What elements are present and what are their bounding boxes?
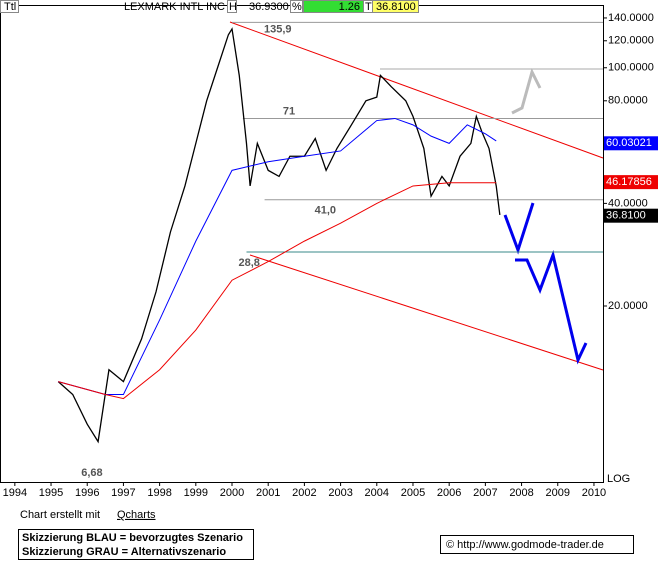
y-tick-label: 80.0000 — [608, 95, 648, 107]
y-tick-label: 40.0000 — [608, 197, 648, 209]
header-high: 36.9300 — [249, 1, 289, 13]
x-tick-label: 1998 — [147, 487, 171, 499]
header-tag: H — [229, 1, 237, 13]
source[interactable]: © http://www.godmode-trader.de — [446, 539, 604, 551]
x-tick-label: 2005 — [401, 487, 425, 499]
annotation: 135,9 — [264, 23, 292, 35]
x-tick-label: 2007 — [473, 487, 497, 499]
x-tick-label: 2003 — [328, 487, 352, 499]
y-tick-label: 120.0000 — [608, 35, 654, 47]
annotation: 6,68 — [81, 467, 102, 479]
y-tick-label: 20.0000 — [608, 300, 648, 312]
annotation: 28,8 — [238, 257, 259, 269]
header-name: LEXMARK INTL INC — [124, 1, 225, 13]
header-tag: T — [365, 1, 372, 13]
x-tick-label: 2000 — [220, 487, 244, 499]
channel-line — [229, 21, 604, 159]
y-tick-label: 100.0000 — [608, 62, 654, 74]
credit-link[interactable]: Qcharts — [117, 509, 156, 521]
last-value-label: 46.17856 — [606, 176, 652, 188]
x-tick-label: 2004 — [365, 487, 389, 499]
last-value-label: 36.8100 — [606, 210, 646, 222]
blue-sketch — [515, 249, 588, 365]
header-last-box — [372, 0, 419, 13]
x-tick-label: 1995 — [39, 487, 63, 499]
last-value-box — [604, 208, 658, 223]
x-tick-label: 2009 — [546, 487, 570, 499]
legend-box — [18, 529, 254, 560]
series-line — [57, 27, 501, 444]
legend-note: Skizzierung BLAU = bevorzugtes Szenario — [22, 532, 243, 544]
x-tick-label: 2010 — [582, 487, 606, 499]
x-tick-label: 1994 — [3, 487, 27, 499]
annotation: 71 — [283, 105, 295, 117]
header-cell — [0, 0, 19, 13]
last-value-box — [604, 136, 658, 151]
x-tick-label: 1999 — [184, 487, 208, 499]
blue-sketch — [503, 202, 535, 255]
series-line — [58, 182, 497, 400]
x-tick-label: 1997 — [111, 487, 135, 499]
gray-sketch — [511, 67, 542, 115]
x-tick-label: 1996 — [75, 487, 99, 499]
plot-frame — [0, 5, 604, 483]
x-tick-label: 2008 — [509, 487, 533, 499]
header-change: 1.26 — [339, 1, 360, 13]
last-value-label: 60.03021 — [606, 137, 652, 149]
x-tick-label: 2002 — [292, 487, 316, 499]
scale-label: LOG — [607, 473, 630, 485]
x-tick-label: 2001 — [256, 487, 280, 499]
y-tick-label: 140.0000 — [608, 12, 654, 24]
credit: Chart erstellt mit — [20, 509, 100, 521]
source-box — [440, 535, 634, 554]
header-symbol: Ttl — [4, 1, 16, 13]
annotation: 41,0 — [315, 205, 336, 217]
series-line — [58, 117, 497, 395]
header-cell — [290, 0, 303, 13]
header-tag: % — [292, 1, 302, 13]
header-last: 36.8100 — [376, 1, 416, 13]
x-tick-label: 2006 — [437, 487, 461, 499]
legend-note: Skizzierung GRAU = Alternativszenario — [22, 546, 226, 558]
channel-line — [249, 254, 604, 371]
last-value-box — [604, 175, 658, 190]
header-cell — [227, 0, 237, 13]
